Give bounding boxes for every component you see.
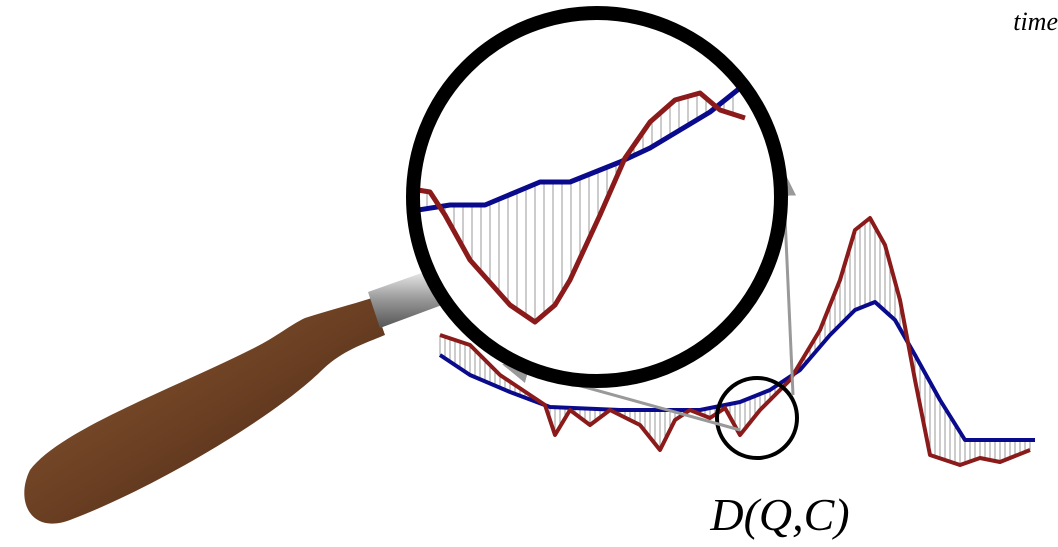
time-label: time [1013, 7, 1058, 36]
series-line [419, 86, 742, 213]
time-series [438, 216, 1035, 467]
distance-label: D(Q,C) [709, 489, 849, 540]
lens-ring [406, 6, 788, 388]
series-line [438, 300, 1035, 442]
zoom-region [715, 376, 799, 460]
series-line [419, 90, 746, 325]
series-line [439, 216, 1031, 467]
magnifier-handle [24, 270, 442, 524]
zoomed-series [419, 86, 746, 325]
